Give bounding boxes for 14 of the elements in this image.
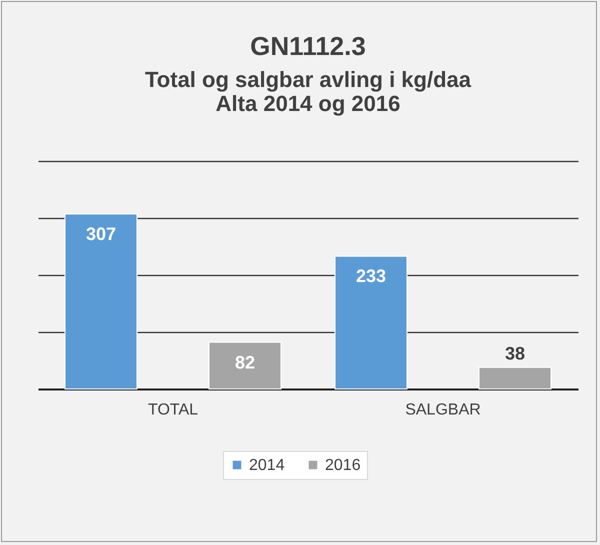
legend-label: 2016 bbox=[325, 457, 361, 474]
x-tick-label: SALGBAR bbox=[405, 402, 481, 418]
data-label: 233 bbox=[356, 266, 386, 286]
x-tick-label: TOTAL bbox=[148, 402, 198, 418]
legend-label: 2014 bbox=[249, 457, 285, 474]
data-label: 38 bbox=[504, 343, 526, 364]
bar bbox=[334, 256, 408, 390]
bar bbox=[64, 214, 138, 390]
bar bbox=[208, 342, 282, 390]
data-label: 307 bbox=[86, 224, 116, 244]
chart-title: GN1112.3 bbox=[250, 31, 366, 61]
chart-subtitle: Total og salgbar avling i kg/daa Alta 2014 og 2016 bbox=[145, 67, 472, 116]
data-label: 82 bbox=[234, 352, 256, 372]
bar bbox=[478, 366, 552, 390]
